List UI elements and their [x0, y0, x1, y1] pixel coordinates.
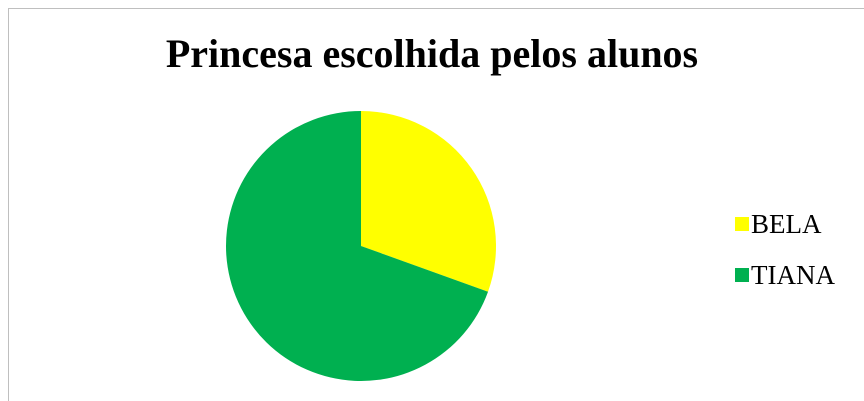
pie-slice-tiana	[226, 111, 489, 382]
legend-label-tiana: TIANA	[751, 260, 835, 290]
legend-swatch-bela	[735, 217, 749, 231]
legend-item-bela: BELA	[735, 204, 835, 244]
legend-item-tiana: TIANA	[735, 255, 835, 295]
legend: BELA TIANA	[735, 204, 835, 306]
legend-swatch-tiana	[735, 268, 749, 282]
pie-slices	[226, 111, 496, 382]
legend-label-bela: BELA	[751, 209, 822, 239]
chart-title: Princesa escolhida pelos alunos	[165, 31, 699, 76]
pie-slice-bela	[361, 111, 496, 292]
